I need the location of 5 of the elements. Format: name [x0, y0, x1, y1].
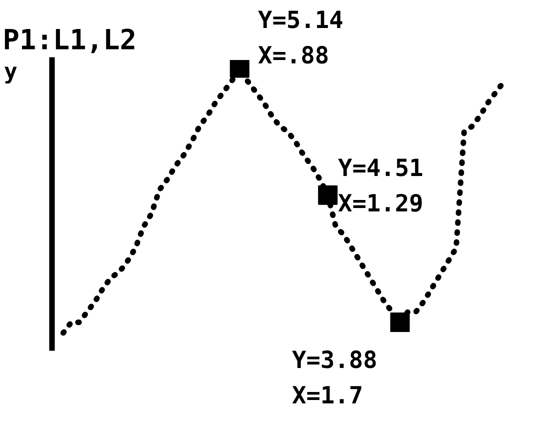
annotation: Y=4.51 X=1.29 — [338, 158, 422, 212]
text: Y=3.88 X=1.7 — [292, 350, 376, 404]
text: Y=5.14 X=.88 — [258, 10, 342, 64]
chart-title: P1:L1,L2 — [4, 28, 134, 54]
text: y — [4, 66, 17, 84]
